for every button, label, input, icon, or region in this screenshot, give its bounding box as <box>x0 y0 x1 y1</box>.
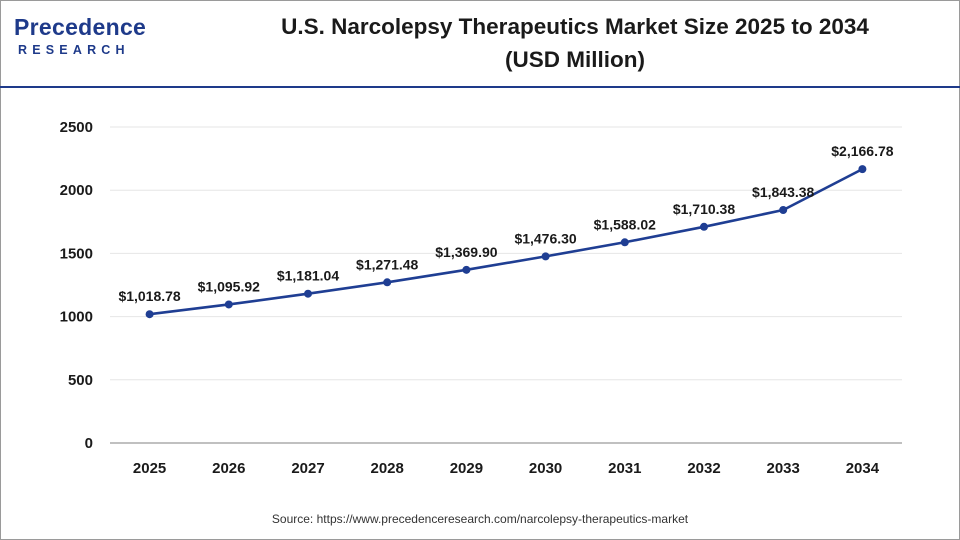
logo: Precedence RESEARCH <box>14 14 164 64</box>
x-tick-label: 2029 <box>450 460 483 477</box>
y-tick-label: 500 <box>68 372 93 389</box>
y-tick-label: 2000 <box>60 182 93 199</box>
data-label: $1,095.92 <box>198 278 260 294</box>
data-label: $1,369.90 <box>435 244 497 260</box>
data-point <box>462 265 471 274</box>
y-tick-label: 1500 <box>60 245 93 262</box>
x-tick-label: 2028 <box>371 460 404 477</box>
x-tick-label: 2027 <box>291 460 324 477</box>
x-tick-label: 2032 <box>687 460 720 477</box>
data-label: $1,018.78 <box>118 288 180 304</box>
chart-title-line-2: (USD Million) <box>505 47 645 72</box>
x-tick-label: 2025 <box>133 460 166 477</box>
data-point <box>858 165 867 174</box>
data-point <box>383 278 392 287</box>
x-tick-label: 2034 <box>846 460 880 477</box>
data-label: $1,271.48 <box>356 256 418 272</box>
x-tick-label: 2033 <box>767 460 800 477</box>
data-label: $2,166.78 <box>831 143 893 159</box>
data-point <box>145 310 154 319</box>
data-point <box>700 222 708 231</box>
data-point <box>224 300 233 309</box>
data-point <box>779 205 788 214</box>
data-point <box>304 289 312 298</box>
chart-title: U.S. Narcolepsy Therapeutics Market Size… <box>190 10 960 76</box>
data-label: $1,843.38 <box>752 184 814 200</box>
chart-title-line-1: U.S. Narcolepsy Therapeutics Market Size… <box>281 14 869 39</box>
data-point <box>620 238 629 247</box>
y-tick-label: 1000 <box>60 309 93 326</box>
x-tick-label: 2026 <box>212 460 245 477</box>
x-tick-label: 2030 <box>529 460 562 477</box>
data-label: $1,588.02 <box>594 216 656 232</box>
y-tick-label: 0 <box>85 435 93 452</box>
data-label: $1,181.04 <box>277 268 339 284</box>
data-label: $1,710.38 <box>673 201 735 217</box>
x-tick-label: 2031 <box>608 460 641 477</box>
y-tick-label: 2500 <box>60 119 93 136</box>
logo-subtitle: RESEARCH <box>18 43 130 57</box>
data-point <box>541 252 550 261</box>
logo-name: Precedence <box>14 14 147 40</box>
source-note: Source: https://www.precedenceresearch.c… <box>271 512 689 526</box>
series-line <box>149 167 863 316</box>
header: Precedence RESEARCH U.S. Narcolepsy Ther… <box>0 0 960 88</box>
data-label: $1,476.30 <box>514 230 576 246</box>
